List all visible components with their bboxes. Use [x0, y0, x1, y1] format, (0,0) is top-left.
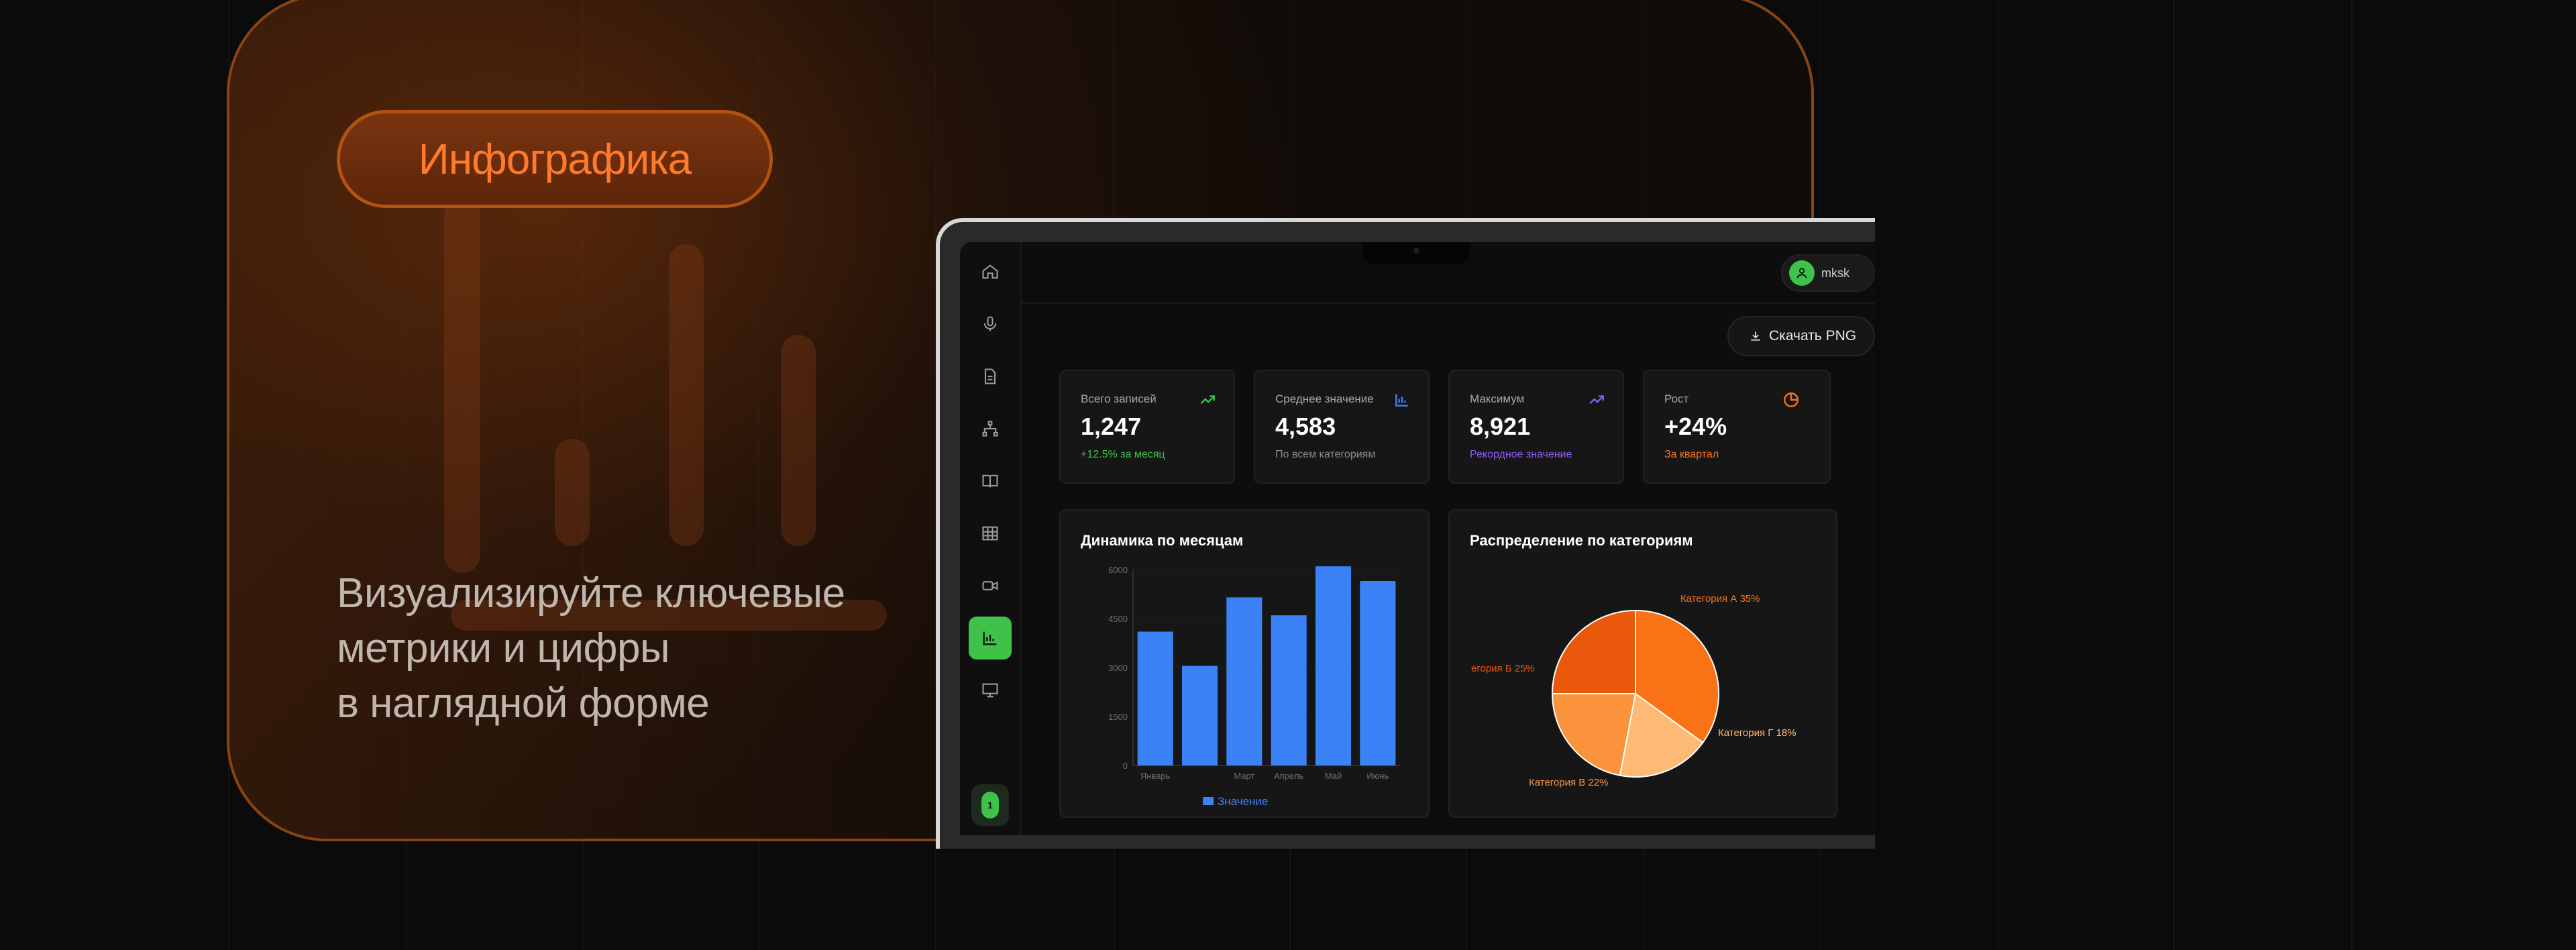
tagline: Визуализируйте ключевые метрики и цифры …	[337, 566, 941, 731]
book-icon	[982, 474, 998, 488]
tagline-line: метрики и цифры	[337, 625, 670, 672]
bar	[1315, 566, 1352, 766]
status-badge: 1	[981, 792, 999, 819]
microphone-icon	[983, 316, 997, 331]
stat-card-total: Всего записей 1,247 +12.5% за месяц	[1059, 370, 1235, 484]
stat-label: Максимум	[1470, 392, 1525, 405]
avatar	[1789, 260, 1815, 286]
pill-label: Инфографика	[418, 135, 692, 183]
pie-label: Категория А 35%	[1680, 593, 1760, 604]
user-name: mksk	[1821, 266, 1849, 280]
decorative-bar	[444, 197, 480, 573]
stat-value: 4,583	[1275, 413, 1336, 440]
sidebar-item-structure[interactable]	[969, 407, 1012, 450]
bar-chart: 0 1500 3000 4500 6000 Январь Март Апрель Май Июнь…	[1108, 565, 1400, 808]
download-png-button[interactable]: Скачать PNG	[1727, 316, 1875, 356]
user-icon	[1796, 268, 1807, 278]
camera-notch	[1362, 242, 1470, 264]
pie-slice	[1635, 609, 1719, 744]
app-screen: 1 mksk Скачать PNG Всего записей 1,247 +…	[960, 242, 1875, 835]
video-icon	[982, 581, 998, 590]
sidebar-item-infographics[interactable]	[969, 617, 1012, 659]
home-icon	[982, 264, 998, 279]
clock-icon	[1784, 392, 1799, 407]
y-tick-label: 6000	[1108, 565, 1128, 575]
pie-slice	[1619, 692, 1704, 778]
user-menu[interactable]: mksk	[1781, 254, 1875, 292]
bar-chart-icon	[983, 631, 997, 645]
x-tick-label: Январь	[1140, 771, 1171, 781]
trending-up-icon	[1200, 395, 1215, 405]
sidebar-item-voice[interactable]	[969, 303, 1012, 346]
sidebar-item-library[interactable]	[969, 460, 1012, 503]
y-tick-label: 1500	[1108, 712, 1128, 722]
y-tick-label: 0	[1123, 761, 1128, 771]
stat-sub: По всем категориям	[1275, 449, 1376, 460]
sidebar-item-home[interactable]	[969, 250, 1012, 293]
decorative-bar	[781, 335, 816, 546]
legend-label: Значение	[1218, 795, 1268, 808]
x-tick-label: Май	[1325, 771, 1342, 781]
stat-value: +24%	[1664, 413, 1727, 440]
x-tick-label: Апрель	[1274, 771, 1303, 781]
presentation-icon	[982, 683, 998, 698]
panel-title: Динамика по месяцам	[1081, 532, 1244, 549]
stat-sub: +12.5% за месяц	[1081, 449, 1165, 460]
pie-label: егория Б 25%	[1471, 663, 1535, 674]
sidebar-item-presentations[interactable]	[969, 669, 1012, 712]
download-label: Скачать PNG	[1769, 328, 1857, 344]
stat-card-maximum: Максимум 8,921 Рекордное значение	[1448, 370, 1624, 484]
x-tick-label: Июнь	[1366, 771, 1389, 781]
decorative-bar	[669, 244, 704, 546]
decorative-bar	[555, 439, 590, 546]
stat-card-average: Среднее значение 4,583 По всем категория…	[1254, 370, 1430, 484]
bar	[1360, 581, 1396, 766]
trending-up-icon	[1589, 395, 1604, 405]
bar-chart-panel: Динамика по месяцам 0 1500 3000 4500 6000 Янв…	[1059, 509, 1430, 818]
stat-value: 8,921	[1470, 413, 1531, 440]
pie-slice	[1551, 693, 1637, 776]
stat-card-growth: Рост +24% За квартал	[1643, 370, 1831, 484]
download-icon	[1751, 331, 1760, 341]
table-icon	[982, 526, 998, 541]
decorative-baseline	[451, 600, 887, 631]
sidebar: 1	[960, 242, 1022, 835]
bar	[1181, 666, 1218, 766]
infographic-pill: Инфографика	[337, 110, 773, 208]
bar	[1271, 615, 1307, 766]
bar	[1137, 631, 1173, 766]
sidebar-item-video[interactable]	[969, 564, 1012, 607]
bar	[1226, 597, 1263, 766]
sidebar-item-documents[interactable]	[969, 355, 1012, 398]
camera-icon	[1413, 248, 1419, 254]
tagline-line: Визуализируйте ключевые	[337, 570, 845, 617]
stat-sub: За квартал	[1664, 449, 1719, 460]
bar-chart-icon	[1395, 394, 1408, 407]
top-bar: mksk	[1022, 242, 1875, 304]
stat-label: Всего записей	[1081, 392, 1157, 405]
sidebar-status-button[interactable]: 1	[971, 784, 1009, 826]
y-tick-label: 3000	[1108, 663, 1128, 673]
sidebar-item-tables[interactable]	[969, 512, 1012, 555]
pie-label: Категория В 22%	[1529, 777, 1608, 788]
pie-label: Категория Г 18%	[1718, 727, 1796, 739]
panel-title: Распределение по категориям	[1470, 532, 1693, 549]
stat-sub: Рекордное значение	[1470, 449, 1572, 460]
y-tick-label: 4500	[1108, 614, 1128, 624]
tagline-line: в наглядной форме	[337, 680, 710, 727]
pie-slice	[1551, 609, 1636, 694]
stat-value: 1,247	[1081, 413, 1142, 440]
sitemap-icon	[982, 421, 998, 437]
x-tick-label: Март	[1234, 771, 1254, 781]
document-icon	[984, 368, 996, 384]
stat-label: Рост	[1664, 392, 1689, 405]
pie-chart-panel: Распределение по категориям Категория А …	[1448, 509, 1837, 818]
pie-chart: Категория А 35% Категория Г 18% Категория …	[1471, 593, 1796, 788]
laptop-frame: 1 mksk Скачать PNG Всего записей 1,247 +…	[936, 218, 1875, 849]
legend-swatch	[1203, 797, 1214, 805]
stat-label: Среднее значение	[1275, 392, 1374, 405]
